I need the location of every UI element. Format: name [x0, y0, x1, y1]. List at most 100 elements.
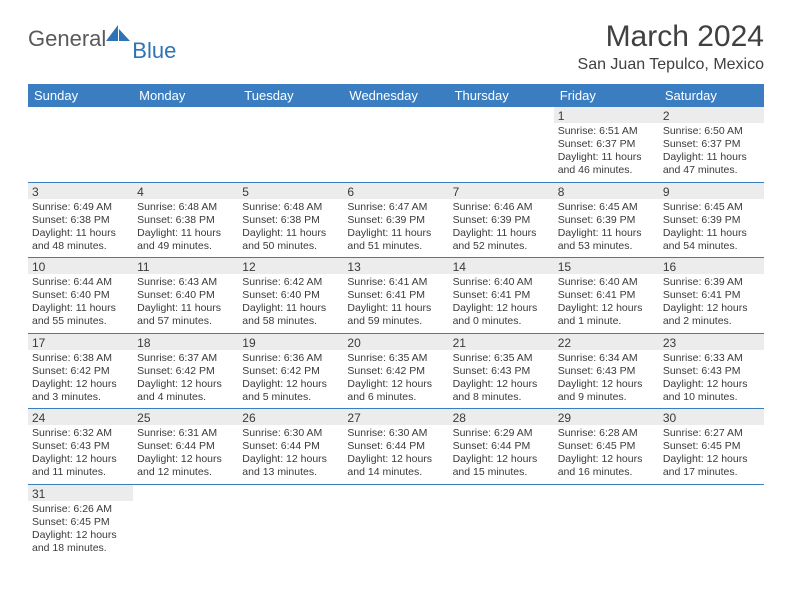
- daylight-text: Daylight: 11 hours: [242, 302, 339, 315]
- daylight-text: Daylight: 11 hours: [242, 227, 339, 240]
- daylight-text: Daylight: 11 hours: [32, 302, 129, 315]
- month-title: March 2024: [578, 20, 764, 54]
- weekday-heading: Friday: [554, 84, 659, 107]
- daylight-text: Daylight: 12 hours: [558, 302, 655, 315]
- calendar-cell: [133, 107, 238, 182]
- sunset-text: Sunset: 6:39 PM: [558, 214, 655, 227]
- daylight-text: Daylight: 11 hours: [347, 302, 444, 315]
- sunset-text: Sunset: 6:45 PM: [663, 440, 760, 453]
- daylight-text: and 9 minutes.: [558, 391, 655, 404]
- daylight-text: Daylight: 11 hours: [558, 227, 655, 240]
- day-number: 7: [453, 185, 550, 200]
- sunset-text: Sunset: 6:37 PM: [663, 138, 760, 151]
- daylight-text: and 17 minutes.: [663, 466, 760, 479]
- sunrise-text: Sunrise: 6:48 AM: [137, 201, 234, 214]
- calendar-row: 1Sunrise: 6:51 AMSunset: 6:37 PMDaylight…: [28, 107, 764, 183]
- day-number: 1: [558, 109, 655, 124]
- daylight-text: Daylight: 12 hours: [453, 378, 550, 391]
- sunrise-text: Sunrise: 6:38 AM: [32, 352, 129, 365]
- sunset-text: Sunset: 6:37 PM: [558, 138, 655, 151]
- sunrise-text: Sunrise: 6:37 AM: [137, 352, 234, 365]
- day-number: 29: [558, 411, 655, 426]
- daylight-text: and 46 minutes.: [558, 164, 655, 177]
- calendar-cell: 15Sunrise: 6:40 AMSunset: 6:41 PMDayligh…: [554, 258, 659, 333]
- daylight-text: and 3 minutes.: [32, 391, 129, 404]
- daylight-text: and 59 minutes.: [347, 315, 444, 328]
- calendar-cell: 10Sunrise: 6:44 AMSunset: 6:40 PMDayligh…: [28, 258, 133, 333]
- daylight-text: and 2 minutes.: [663, 315, 760, 328]
- sunrise-text: Sunrise: 6:35 AM: [347, 352, 444, 365]
- calendar-cell: 26Sunrise: 6:30 AMSunset: 6:44 PMDayligh…: [238, 409, 343, 484]
- title-block: March 2024 San Juan Tepulco, Mexico: [578, 20, 764, 74]
- day-number: 6: [347, 185, 444, 200]
- calendar-cell: 21Sunrise: 6:35 AMSunset: 6:43 PMDayligh…: [449, 334, 554, 409]
- daylight-text: Daylight: 12 hours: [242, 453, 339, 466]
- daylight-text: Daylight: 12 hours: [453, 302, 550, 315]
- daylight-text: and 4 minutes.: [137, 391, 234, 404]
- day-number: 2: [663, 109, 760, 124]
- daylight-text: Daylight: 12 hours: [347, 453, 444, 466]
- sunrise-text: Sunrise: 6:50 AM: [663, 125, 760, 138]
- day-number: 15: [558, 260, 655, 275]
- calendar-cell: [238, 107, 343, 182]
- sunrise-text: Sunrise: 6:26 AM: [32, 503, 129, 516]
- sunset-text: Sunset: 6:40 PM: [242, 289, 339, 302]
- sunrise-text: Sunrise: 6:32 AM: [32, 427, 129, 440]
- sunrise-text: Sunrise: 6:31 AM: [137, 427, 234, 440]
- sunset-text: Sunset: 6:39 PM: [663, 214, 760, 227]
- logo-sail-icon: [106, 23, 132, 48]
- sunrise-text: Sunrise: 6:43 AM: [137, 276, 234, 289]
- calendar-cell: [133, 485, 238, 560]
- daylight-text: Daylight: 12 hours: [663, 378, 760, 391]
- sunset-text: Sunset: 6:43 PM: [558, 365, 655, 378]
- calendar-cell: 31Sunrise: 6:26 AMSunset: 6:45 PMDayligh…: [28, 485, 133, 560]
- daylight-text: and 12 minutes.: [137, 466, 234, 479]
- daylight-text: and 14 minutes.: [347, 466, 444, 479]
- calendar-cell: [659, 485, 764, 560]
- day-number: 24: [32, 411, 129, 426]
- weekday-heading: Sunday: [28, 84, 133, 107]
- sunrise-text: Sunrise: 6:29 AM: [453, 427, 550, 440]
- calendar-row: 31Sunrise: 6:26 AMSunset: 6:45 PMDayligh…: [28, 485, 764, 560]
- sunrise-text: Sunrise: 6:30 AM: [347, 427, 444, 440]
- calendar-cell: 1Sunrise: 6:51 AMSunset: 6:37 PMDaylight…: [554, 107, 659, 182]
- calendar-cell: 6Sunrise: 6:47 AMSunset: 6:39 PMDaylight…: [343, 183, 448, 258]
- weekday-heading: Tuesday: [238, 84, 343, 107]
- daylight-text: Daylight: 12 hours: [137, 378, 234, 391]
- daylight-text: Daylight: 12 hours: [32, 529, 129, 542]
- sunrise-text: Sunrise: 6:47 AM: [347, 201, 444, 214]
- day-number: 25: [137, 411, 234, 426]
- sunrise-text: Sunrise: 6:41 AM: [347, 276, 444, 289]
- calendar-cell: [343, 485, 448, 560]
- daylight-text: Daylight: 11 hours: [137, 227, 234, 240]
- day-number: 26: [242, 411, 339, 426]
- sunrise-text: Sunrise: 6:35 AM: [453, 352, 550, 365]
- daylight-text: Daylight: 11 hours: [558, 151, 655, 164]
- daylight-text: and 48 minutes.: [32, 240, 129, 253]
- daylight-text: and 58 minutes.: [242, 315, 339, 328]
- daylight-text: Daylight: 11 hours: [137, 302, 234, 315]
- sunrise-text: Sunrise: 6:40 AM: [558, 276, 655, 289]
- day-number: 22: [558, 336, 655, 351]
- sunset-text: Sunset: 6:44 PM: [347, 440, 444, 453]
- daylight-text: and 1 minute.: [558, 315, 655, 328]
- calendar-cell: [28, 107, 133, 182]
- sunrise-text: Sunrise: 6:34 AM: [558, 352, 655, 365]
- calendar-cell: 28Sunrise: 6:29 AMSunset: 6:44 PMDayligh…: [449, 409, 554, 484]
- calendar-cell: 7Sunrise: 6:46 AMSunset: 6:39 PMDaylight…: [449, 183, 554, 258]
- day-number: 10: [32, 260, 129, 275]
- daylight-text: Daylight: 12 hours: [242, 378, 339, 391]
- sunset-text: Sunset: 6:41 PM: [663, 289, 760, 302]
- calendar-cell: 3Sunrise: 6:49 AMSunset: 6:38 PMDaylight…: [28, 183, 133, 258]
- day-number: 16: [663, 260, 760, 275]
- sunset-text: Sunset: 6:41 PM: [347, 289, 444, 302]
- daylight-text: and 0 minutes.: [453, 315, 550, 328]
- weekday-heading: Saturday: [659, 84, 764, 107]
- sunrise-text: Sunrise: 6:33 AM: [663, 352, 760, 365]
- sunrise-text: Sunrise: 6:51 AM: [558, 125, 655, 138]
- daylight-text: and 6 minutes.: [347, 391, 444, 404]
- daylight-text: and 18 minutes.: [32, 542, 129, 555]
- calendar-cell: [238, 485, 343, 560]
- daylight-text: and 54 minutes.: [663, 240, 760, 253]
- sunrise-text: Sunrise: 6:27 AM: [663, 427, 760, 440]
